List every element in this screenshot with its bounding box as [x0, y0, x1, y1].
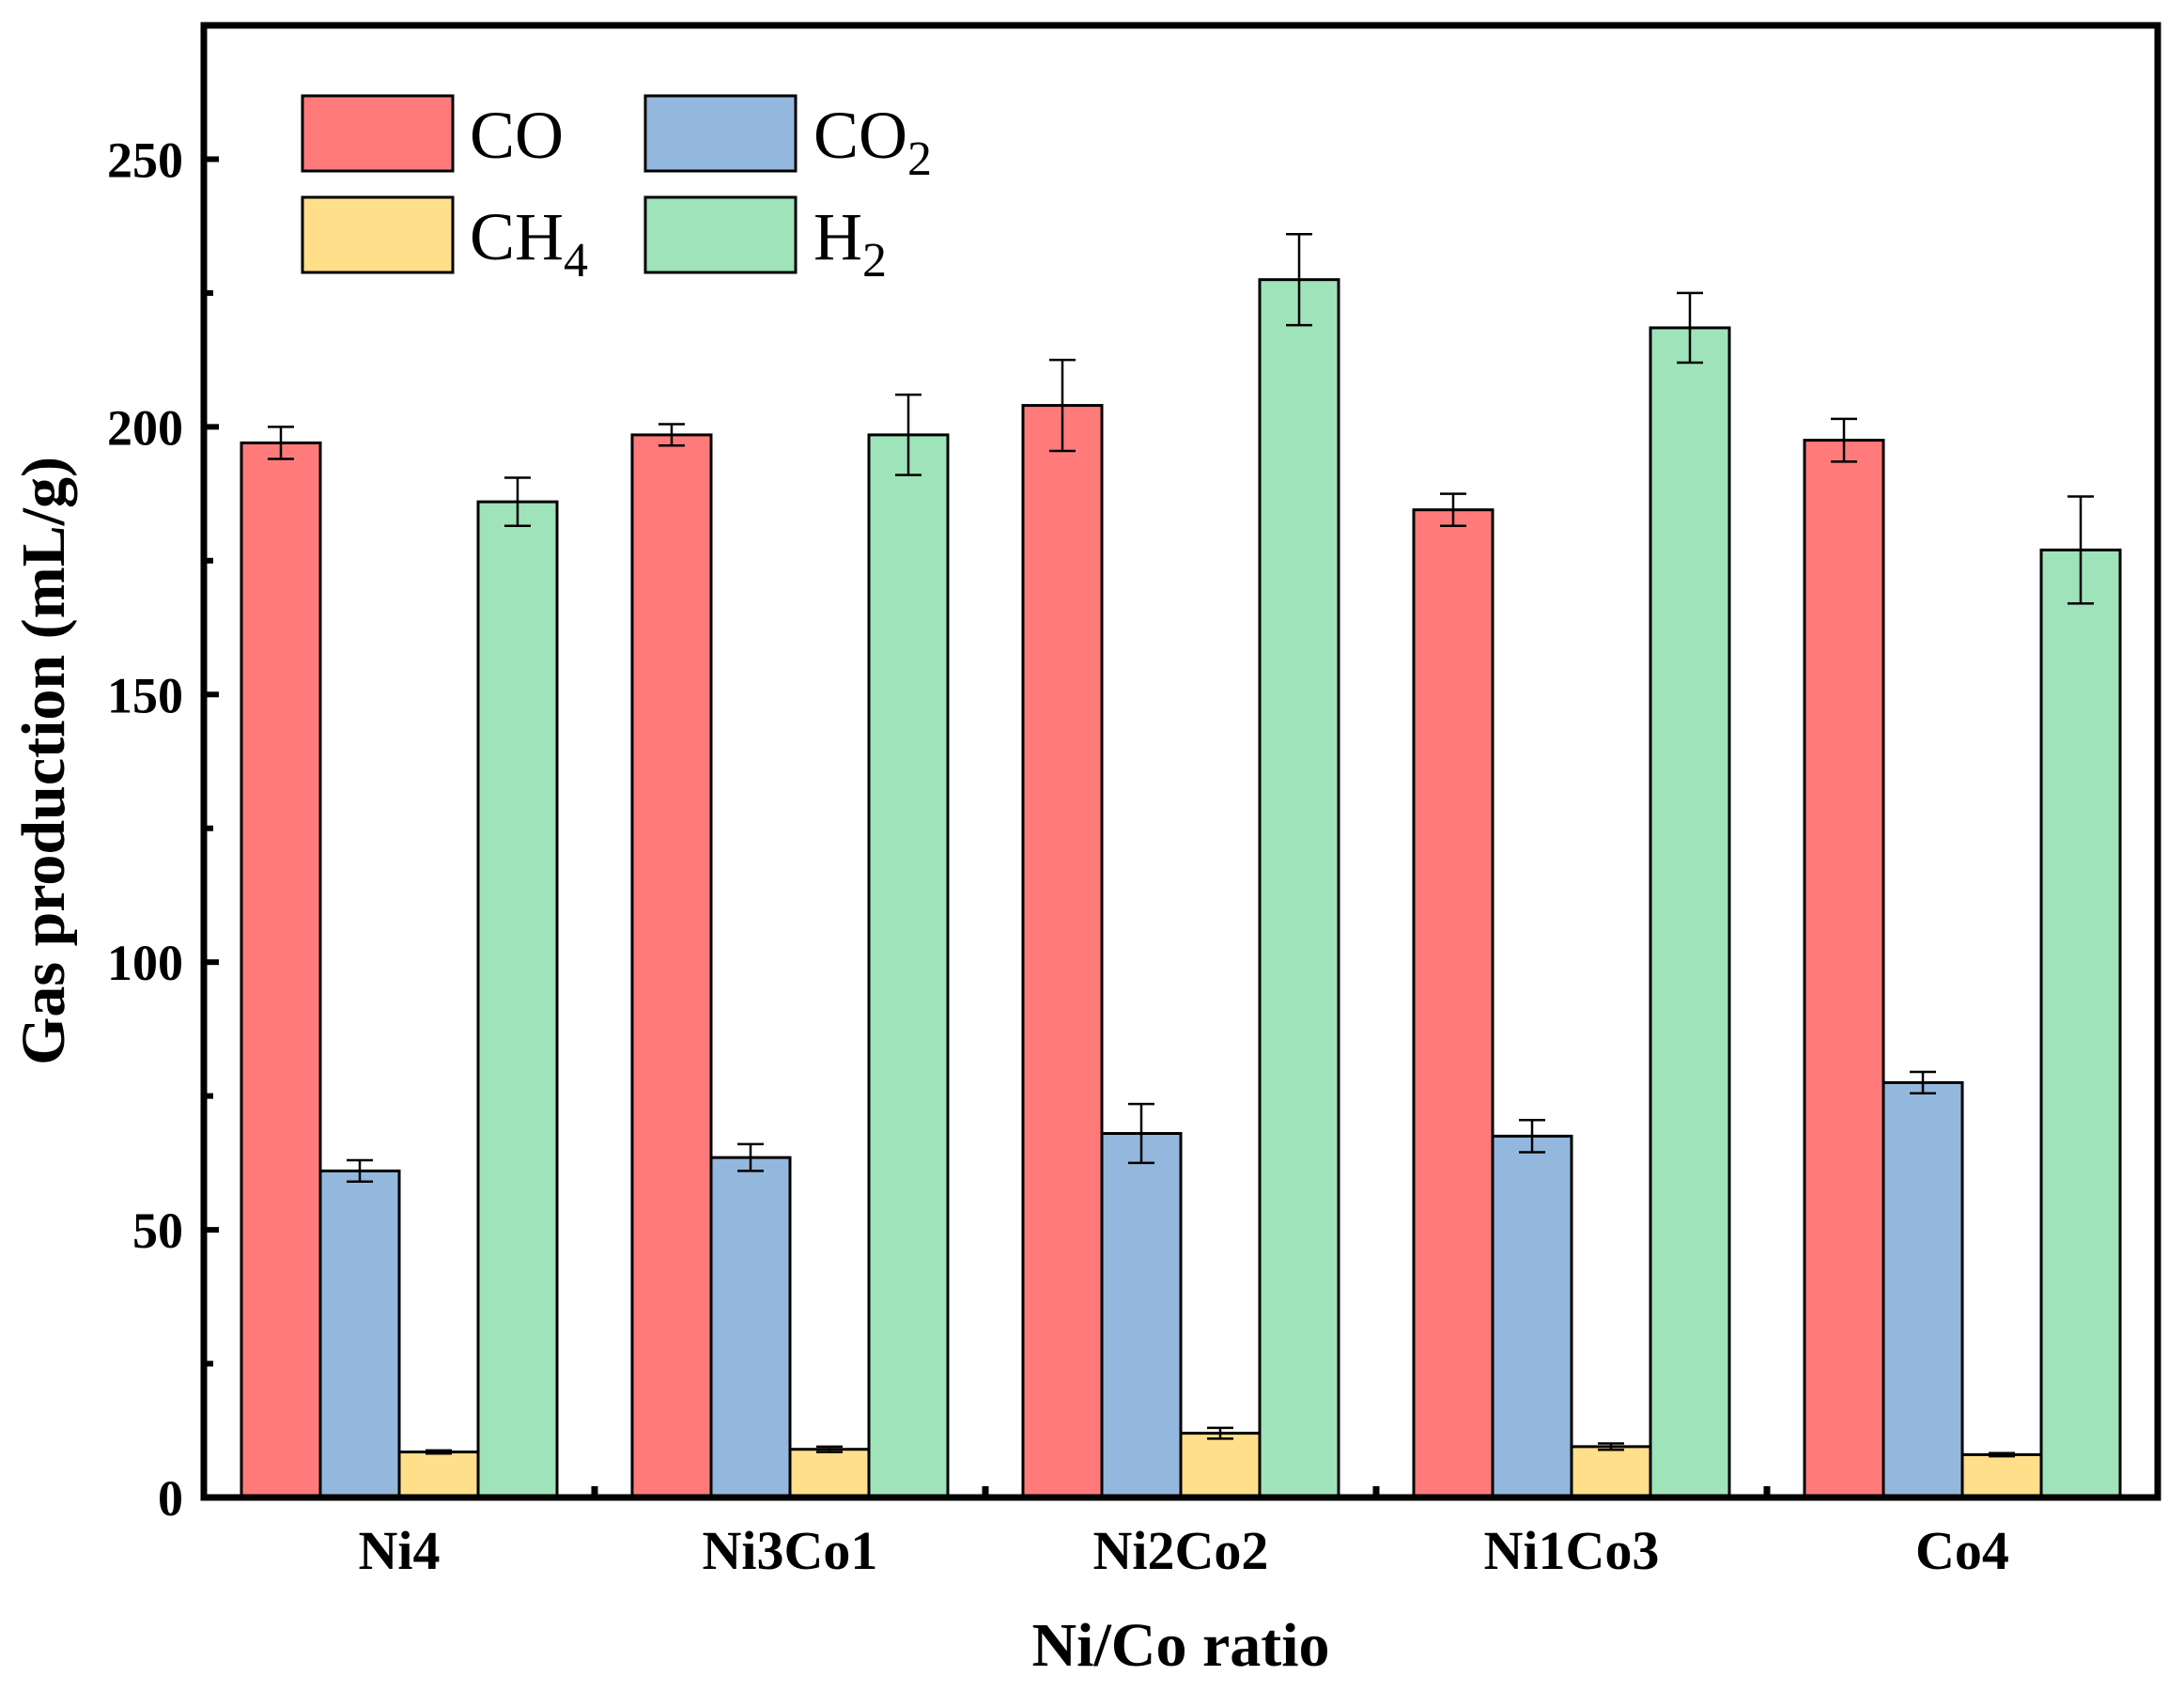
- bar-co2-co4: [1882, 1080, 1964, 1499]
- legend-item-co2: CO2: [643, 94, 932, 186]
- bar-h2-ni4: [476, 500, 559, 1499]
- error-bar-h2-ni3co1: [895, 393, 922, 476]
- error-bar-co2-ni4: [347, 1158, 373, 1184]
- error-bar-ch4-co4: [1989, 1451, 2015, 1458]
- bar-co-ni1co3: [1412, 508, 1495, 1499]
- error-bar-co2-ni2co2: [1128, 1102, 1154, 1165]
- legend-label-co: CO: [470, 98, 564, 173]
- error-bar-ch4-ni4: [426, 1449, 452, 1455]
- legend-label-co2: CO2: [813, 98, 932, 186]
- legend-swatch-co2: [643, 94, 798, 173]
- bar-ch4-ni2co2: [1179, 1432, 1262, 1499]
- y-tick-label-100: 100: [107, 935, 183, 991]
- x-tick-label-ni3co1: Ni3Co1: [703, 1520, 878, 1581]
- bar-ch4-ni1co3: [1570, 1445, 1652, 1499]
- error-bar-ch4-ni3co1: [816, 1445, 843, 1453]
- y-tick-label-50: 50: [132, 1202, 183, 1259]
- x-tick-label-ni1co3: Ni1Co3: [1484, 1520, 1660, 1581]
- y-axis-ticks: 0 50 100 150 200 250: [107, 132, 219, 1527]
- error-bar-h2-co4: [2068, 495, 2094, 605]
- bar-co-ni4: [240, 441, 322, 1499]
- x-tick-label-co4: Co4: [1915, 1520, 2009, 1581]
- error-bar-co-ni2co2: [1049, 358, 1076, 453]
- legend-item-h2: H2: [643, 195, 887, 287]
- bar-ch4-co4: [1960, 1452, 2043, 1499]
- legend-swatch-ch4: [301, 195, 455, 274]
- legend-label-ch4: CH4: [470, 199, 588, 287]
- x-tick-label-ni4: Ni4: [359, 1520, 441, 1581]
- y-tick-label-0: 0: [158, 1470, 183, 1527]
- error-bar-co-co4: [1831, 417, 1857, 463]
- legend: CO CO2 CH4 H2: [301, 94, 932, 287]
- bar-co2-ni3co1: [709, 1156, 792, 1499]
- error-bar-co-ni4: [268, 426, 294, 460]
- bar-ch4-ni3co1: [788, 1448, 871, 1499]
- legend-swatch-h2: [643, 195, 798, 274]
- bar-co2-ni2co2: [1100, 1132, 1183, 1499]
- error-bar-co2-co4: [1910, 1070, 1936, 1095]
- bar-h2-co4: [2039, 548, 2122, 1499]
- bar-h2-ni1co3: [1649, 326, 1731, 1499]
- error-bar-ch4-ni2co2: [1207, 1426, 1233, 1440]
- bar-co2-ni4: [318, 1169, 401, 1499]
- bar-ch4-ni4: [397, 1451, 480, 1499]
- legend-label-h2: H2: [813, 199, 887, 287]
- x-axis-title: Ni/Co ratio: [1031, 1611, 1329, 1680]
- bar-co-ni3co1: [630, 433, 713, 1499]
- plot-frame: [200, 22, 2161, 1501]
- x-tick-label-ni2co2: Ni2Co2: [1093, 1520, 1269, 1581]
- error-bar-co-ni3co1: [658, 423, 685, 447]
- error-bar-h2-ni4: [504, 476, 531, 528]
- error-bar-ch4-ni1co3: [1598, 1442, 1624, 1451]
- error-bar-co2-ni1co3: [1519, 1119, 1545, 1154]
- bar-co-co4: [1803, 439, 1885, 1499]
- bars-layer: [240, 278, 2122, 1499]
- y-axis-title: Gas production (mL/g): [9, 457, 78, 1065]
- error-bars-layer: [268, 232, 2094, 1458]
- error-bar-h2-ni1co3: [1677, 291, 1703, 365]
- y-tick-label-150: 150: [107, 667, 183, 723]
- bar-co2-ni1co3: [1491, 1134, 1573, 1499]
- bar-h2-ni2co2: [1258, 278, 1340, 1499]
- error-bar-co-ni1co3: [1440, 492, 1466, 528]
- error-bar-co2-ni3co1: [737, 1142, 764, 1172]
- y-tick-label-200: 200: [107, 399, 183, 456]
- bar-h2-ni3co1: [867, 433, 950, 1499]
- legend-swatch-co: [301, 94, 455, 173]
- bar-co-ni2co2: [1021, 404, 1104, 1499]
- y-tick-label-250: 250: [107, 132, 183, 188]
- x-axis-ticks: Ni4 Ni3Co1 Ni2Co2 Ni1Co3 Co4: [359, 1486, 2009, 1581]
- legend-item-co: CO: [301, 94, 564, 173]
- error-bar-h2-ni2co2: [1286, 232, 1312, 327]
- legend-item-ch4: CH4: [301, 195, 588, 287]
